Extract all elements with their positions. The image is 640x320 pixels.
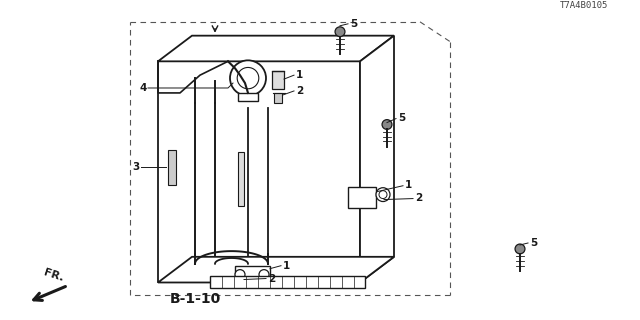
Bar [235, 266, 270, 284]
Text: FR.: FR. [42, 268, 65, 284]
Text: 2: 2 [268, 274, 275, 284]
Polygon shape [158, 36, 394, 61]
Text: B-1-10: B-1-10 [170, 292, 221, 307]
Bar [238, 93, 258, 101]
Bar [168, 150, 176, 185]
Text: 1: 1 [296, 70, 303, 80]
Text: 4: 4 [140, 83, 147, 93]
Bar [348, 187, 376, 208]
Circle shape [335, 27, 345, 36]
Text: 2: 2 [296, 86, 303, 96]
Circle shape [515, 244, 525, 254]
Text: 5: 5 [530, 238, 537, 248]
Bar [238, 152, 244, 206]
Bar [272, 71, 284, 89]
Text: 5: 5 [398, 113, 405, 123]
Text: 1: 1 [405, 180, 412, 190]
Circle shape [259, 270, 269, 280]
Circle shape [382, 120, 392, 129]
Circle shape [230, 60, 266, 96]
Bar [274, 93, 282, 103]
Text: 1: 1 [283, 261, 291, 271]
Circle shape [376, 188, 390, 202]
Circle shape [235, 270, 245, 280]
Text: 3: 3 [132, 162, 140, 172]
Bar [210, 276, 365, 288]
Text: T7A4B0105: T7A4B0105 [559, 1, 608, 10]
Polygon shape [158, 257, 394, 283]
Text: 5: 5 [350, 19, 357, 29]
Polygon shape [158, 61, 360, 283]
Text: 2: 2 [415, 193, 422, 203]
Polygon shape [360, 36, 394, 283]
